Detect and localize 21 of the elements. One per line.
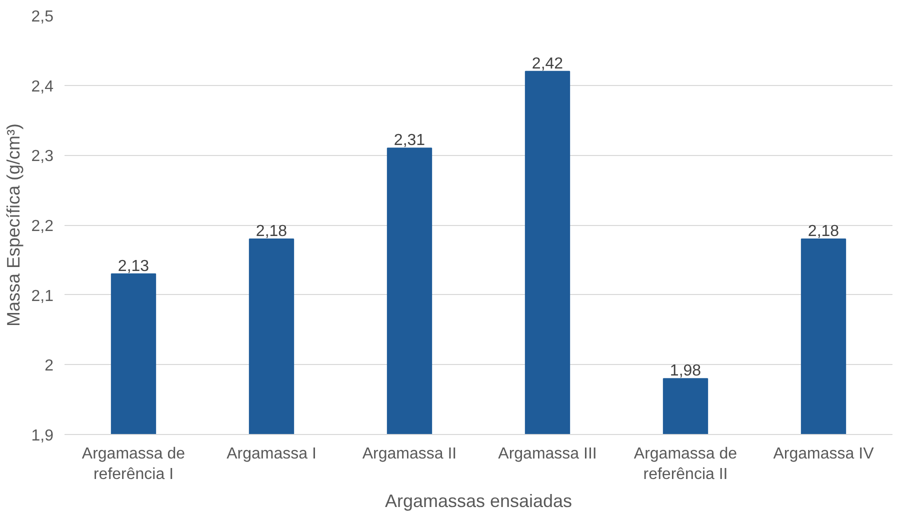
x-tick-label: Argamassa de referência I <box>82 446 186 483</box>
x-axis-title: Argamassas ensaiadas <box>384 490 572 511</box>
x-tick-label: Argamassa II <box>362 446 457 462</box>
y-tick-label: 2,2 <box>31 218 54 235</box>
y-tick-label: 2,5 <box>31 8 54 26</box>
y-tick-label: 2 <box>44 358 54 375</box>
data-label: 2,13 <box>118 258 150 275</box>
data-label: 1,98 <box>670 362 702 380</box>
data-label: 2,18 <box>808 222 840 240</box>
data-label: 2,31 <box>394 132 426 150</box>
data-label: 2,18 <box>256 222 288 240</box>
data-label: 2,42 <box>532 55 564 72</box>
y-tick-label: 2,1 <box>31 288 54 305</box>
x-tick-label: Argamassa I <box>226 446 316 462</box>
x-tick-label: Argamassa IV <box>773 446 874 462</box>
y-axis-title: Massa Específica (g/cm³) <box>3 123 24 327</box>
y-tick-label: 2,4 <box>31 78 54 96</box>
y-tick-label: 1,9 <box>31 428 54 444</box>
x-tick-label: Argamassa III <box>498 446 597 462</box>
y-tick-label: 2,3 <box>31 148 54 166</box>
x-tick-label: Argamassa de referência II <box>634 446 738 483</box>
